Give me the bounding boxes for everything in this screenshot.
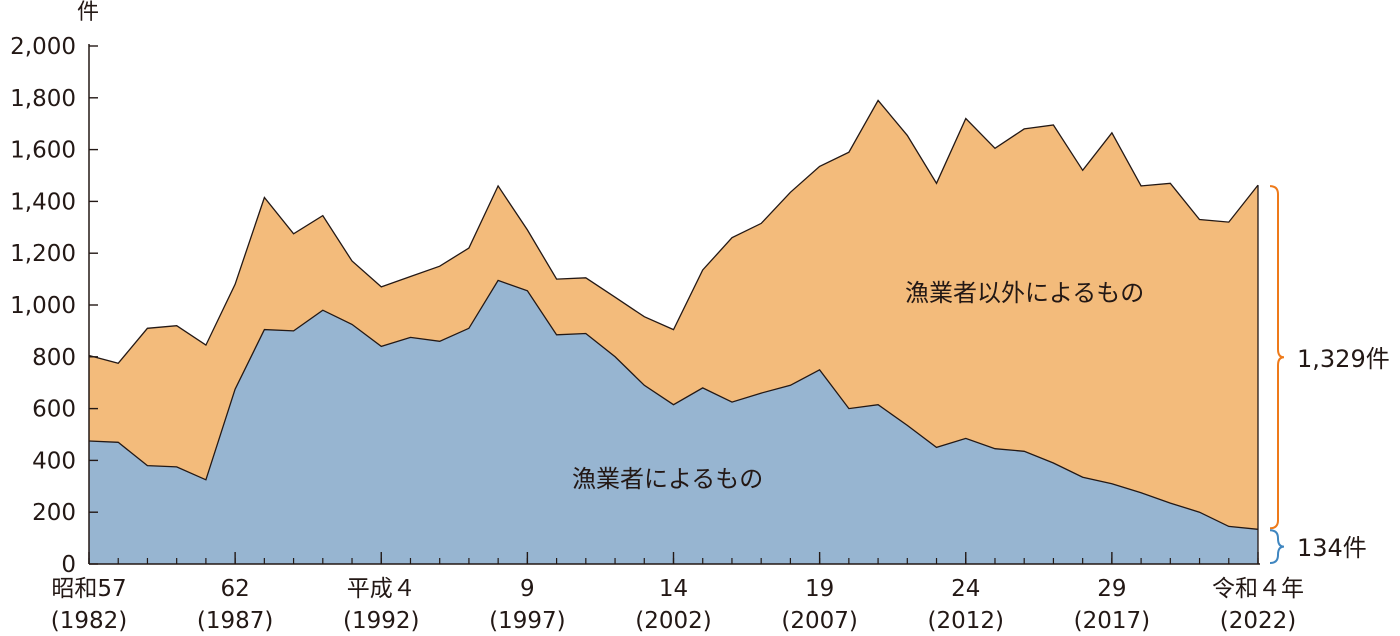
y-tick-label: 2,000: [10, 34, 76, 60]
line-series-fisher: [88, 279, 1259, 530]
x-tick-sublabel: (1997): [489, 608, 565, 634]
x-tick-label: 9: [520, 576, 535, 602]
y-tick-label: 1,400: [10, 189, 76, 215]
y-tick-label: 1,800: [10, 86, 76, 112]
area-layer: [88, 99, 1259, 564]
annotation-fisher-total: 134件: [1297, 534, 1367, 562]
x-tick-sublabel: (2012): [928, 608, 1004, 634]
x-tick-label: 19: [805, 576, 834, 602]
area-series-other: [89, 100, 1258, 530]
area-series-fisher: [89, 280, 1258, 564]
annotation-other-total: 1,329件: [1297, 345, 1390, 373]
series-label-fisher: 漁業者によるもの: [572, 465, 763, 493]
y-tick-label: 0: [61, 552, 76, 578]
x-tick-label: 14: [659, 576, 688, 602]
x-tick-sublabel: (2022): [1220, 608, 1296, 634]
y-tick-label: 400: [32, 448, 76, 474]
axes-layer: 0 200 400 600 800 1,000 1,200 1,400 1,600 1,800 2,…: [10, 34, 1304, 634]
x-tick-sublabel: (2007): [781, 608, 857, 634]
y-tick-label: 1,000: [10, 293, 76, 319]
y-tick-label: 600: [32, 397, 76, 423]
y-tick-label: 800: [32, 345, 76, 371]
y-tick-label: 1,600: [10, 138, 76, 164]
bracket-fisher: [1269, 529, 1285, 564]
total-brackets: [1269, 185, 1285, 564]
x-tick-sublabel: (1992): [343, 608, 419, 634]
x-tick-label: 62: [220, 576, 249, 602]
x-tick-label: 昭和57: [51, 576, 126, 602]
x-tick-sublabel: (2002): [635, 608, 711, 634]
x-tick-sublabel: (2017): [1074, 608, 1150, 634]
x-tick-label: 29: [1097, 576, 1126, 602]
x-tick-sublabel: (1982): [51, 608, 127, 634]
y-tick-label: 1,200: [10, 241, 76, 267]
bracket-other: [1269, 185, 1285, 530]
y-unit-label: 件: [77, 0, 99, 25]
x-tick-sublabel: (1987): [197, 608, 273, 634]
x-tick-label: 24: [951, 576, 980, 602]
x-tick-label: 令和４年: [1212, 576, 1304, 602]
y-tick-label: 200: [32, 500, 76, 526]
series-label-other: 漁業者以外によるもの: [905, 279, 1144, 307]
x-tick-label: 平成４: [347, 576, 416, 602]
line-series-total: [88, 99, 1259, 365]
